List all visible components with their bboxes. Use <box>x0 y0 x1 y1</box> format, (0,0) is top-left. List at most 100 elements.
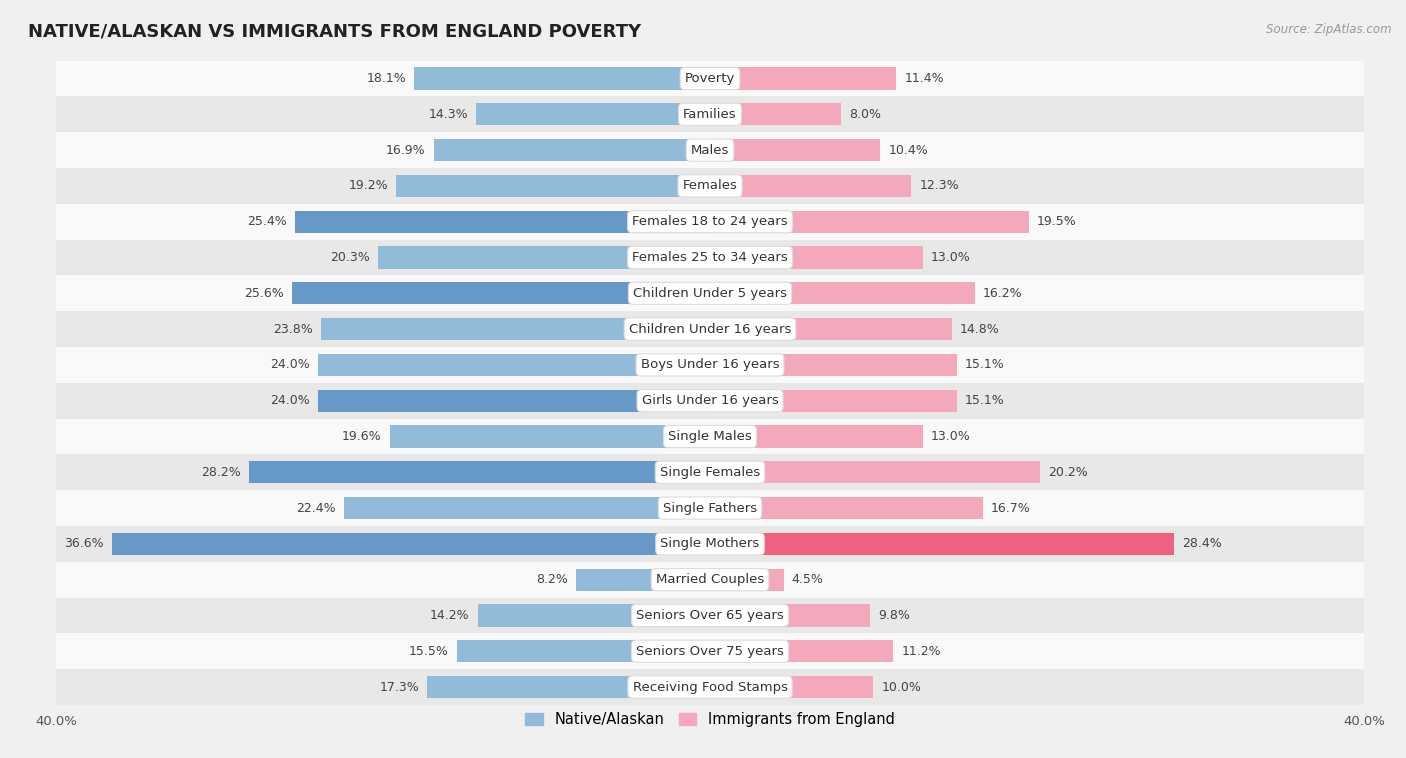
Text: Seniors Over 65 years: Seniors Over 65 years <box>636 609 785 622</box>
Bar <box>710 354 957 376</box>
Bar <box>56 240 1364 275</box>
Bar <box>710 641 893 662</box>
Text: 20.3%: 20.3% <box>330 251 370 264</box>
Text: Girls Under 16 years: Girls Under 16 years <box>641 394 779 407</box>
Text: 14.3%: 14.3% <box>429 108 468 121</box>
Text: Females 25 to 34 years: Females 25 to 34 years <box>633 251 787 264</box>
Text: 12.3%: 12.3% <box>920 180 959 193</box>
Bar <box>344 497 710 519</box>
Text: 16.2%: 16.2% <box>983 287 1022 300</box>
Text: 19.5%: 19.5% <box>1038 215 1077 228</box>
Text: 9.8%: 9.8% <box>879 609 910 622</box>
Bar <box>710 390 957 412</box>
Text: 28.2%: 28.2% <box>201 465 240 479</box>
Text: 14.2%: 14.2% <box>430 609 470 622</box>
Bar <box>112 533 710 555</box>
Bar <box>710 604 870 627</box>
Text: 23.8%: 23.8% <box>273 323 314 336</box>
Bar <box>295 211 710 233</box>
Bar <box>477 103 710 125</box>
Bar <box>56 96 1364 132</box>
Bar <box>56 634 1364 669</box>
Text: Boys Under 16 years: Boys Under 16 years <box>641 359 779 371</box>
Bar <box>56 312 1364 347</box>
Bar <box>56 418 1364 454</box>
Text: Receiving Food Stamps: Receiving Food Stamps <box>633 681 787 694</box>
Text: Children Under 5 years: Children Under 5 years <box>633 287 787 300</box>
Text: Seniors Over 75 years: Seniors Over 75 years <box>636 645 785 658</box>
Bar <box>56 132 1364 168</box>
Bar <box>710 211 1029 233</box>
Text: 28.4%: 28.4% <box>1182 537 1222 550</box>
Text: 13.0%: 13.0% <box>931 430 970 443</box>
Bar <box>56 383 1364 418</box>
Bar <box>56 168 1364 204</box>
Text: 15.1%: 15.1% <box>965 359 1005 371</box>
Bar <box>318 390 710 412</box>
Bar <box>710 103 841 125</box>
Text: Single Males: Single Males <box>668 430 752 443</box>
Text: Married Couples: Married Couples <box>657 573 763 586</box>
Bar <box>56 597 1364 634</box>
Bar <box>56 61 1364 96</box>
Bar <box>710 67 897 89</box>
Bar <box>710 318 952 340</box>
Bar <box>56 454 1364 490</box>
Text: 18.1%: 18.1% <box>367 72 406 85</box>
Text: Females: Females <box>682 180 738 193</box>
Bar <box>56 669 1364 705</box>
Text: 25.6%: 25.6% <box>243 287 284 300</box>
Bar <box>710 246 922 268</box>
Text: 24.0%: 24.0% <box>270 394 309 407</box>
Text: 20.2%: 20.2% <box>1049 465 1088 479</box>
Text: Families: Families <box>683 108 737 121</box>
Text: 25.4%: 25.4% <box>247 215 287 228</box>
Text: 4.5%: 4.5% <box>792 573 824 586</box>
Bar <box>56 347 1364 383</box>
Text: Children Under 16 years: Children Under 16 years <box>628 323 792 336</box>
Bar <box>434 139 710 161</box>
Bar <box>396 175 710 197</box>
Bar <box>415 67 710 89</box>
Bar <box>56 526 1364 562</box>
Text: 8.0%: 8.0% <box>849 108 882 121</box>
Text: Males: Males <box>690 143 730 157</box>
Text: 11.2%: 11.2% <box>901 645 941 658</box>
Text: 10.4%: 10.4% <box>889 143 928 157</box>
Text: 13.0%: 13.0% <box>931 251 970 264</box>
Text: 17.3%: 17.3% <box>380 681 419 694</box>
Bar <box>378 246 710 268</box>
Bar <box>389 425 710 447</box>
Bar <box>291 282 710 305</box>
Text: 15.1%: 15.1% <box>965 394 1005 407</box>
Text: Source: ZipAtlas.com: Source: ZipAtlas.com <box>1267 23 1392 36</box>
Text: Single Females: Single Females <box>659 465 761 479</box>
Text: Females 18 to 24 years: Females 18 to 24 years <box>633 215 787 228</box>
Text: Single Fathers: Single Fathers <box>664 502 756 515</box>
Text: 8.2%: 8.2% <box>536 573 568 586</box>
Bar <box>56 490 1364 526</box>
Bar <box>56 562 1364 597</box>
Bar <box>478 604 710 627</box>
Bar <box>427 676 710 698</box>
Text: 22.4%: 22.4% <box>297 502 336 515</box>
Text: 10.0%: 10.0% <box>882 681 921 694</box>
Text: 19.2%: 19.2% <box>349 180 388 193</box>
Bar <box>710 175 911 197</box>
Bar <box>321 318 710 340</box>
Legend: Native/Alaskan, Immigrants from England: Native/Alaskan, Immigrants from England <box>519 706 901 733</box>
Bar <box>710 497 983 519</box>
Bar <box>710 282 974 305</box>
Bar <box>56 275 1364 312</box>
Text: 36.6%: 36.6% <box>65 537 104 550</box>
Text: 11.4%: 11.4% <box>904 72 945 85</box>
Text: 19.6%: 19.6% <box>342 430 381 443</box>
Text: Poverty: Poverty <box>685 72 735 85</box>
Bar <box>249 461 710 484</box>
Bar <box>710 425 922 447</box>
Bar <box>710 568 783 590</box>
Text: 14.8%: 14.8% <box>960 323 1000 336</box>
Text: 16.7%: 16.7% <box>991 502 1031 515</box>
Bar <box>457 641 710 662</box>
Text: Single Mothers: Single Mothers <box>661 537 759 550</box>
